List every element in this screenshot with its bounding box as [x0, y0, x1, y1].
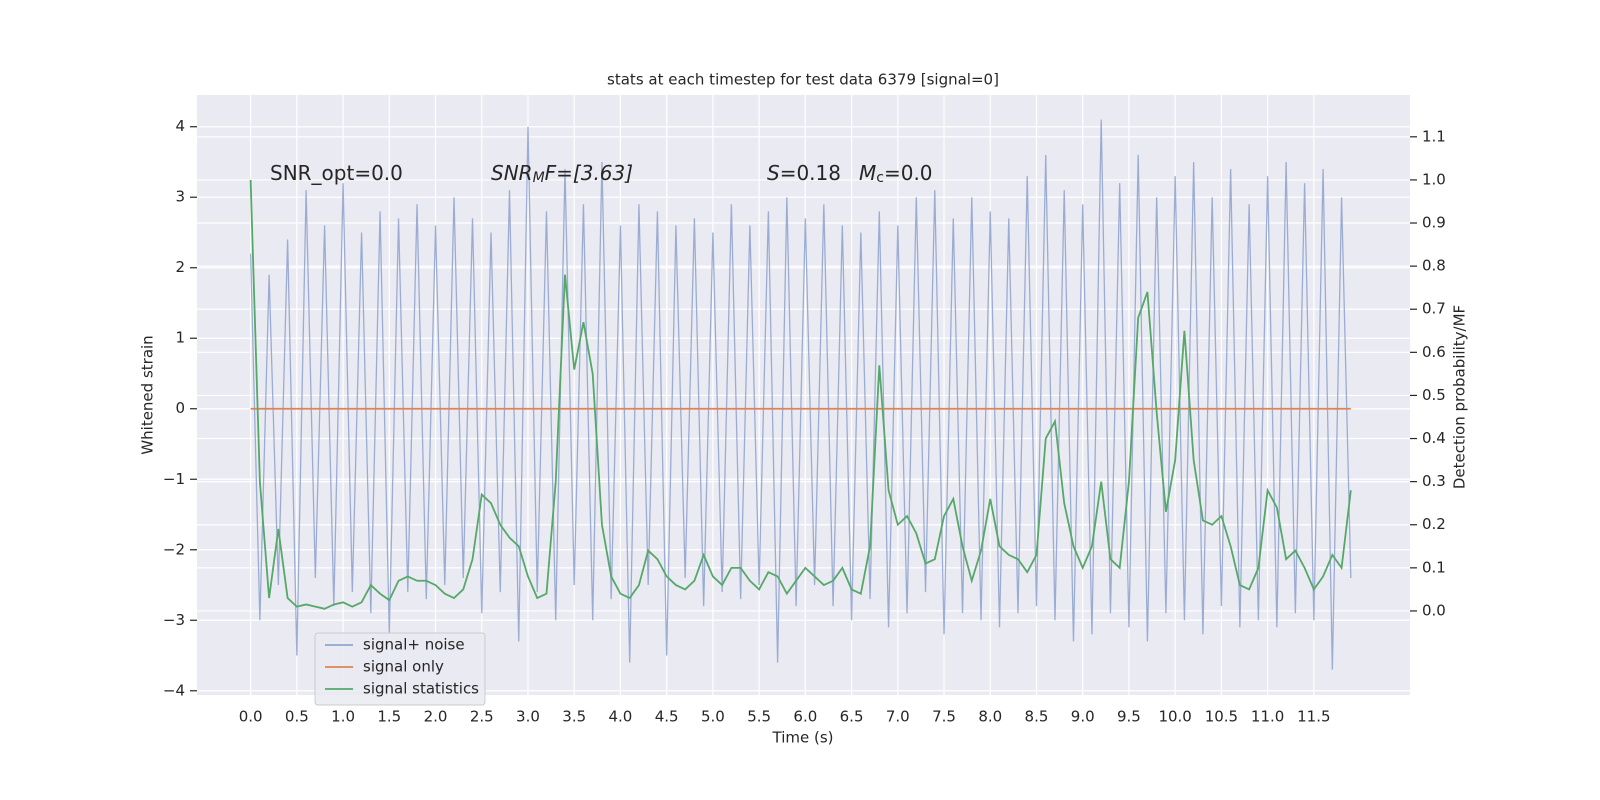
annotation-part: M [859, 161, 876, 185]
x-tick-label: 1.5 [377, 708, 401, 726]
x-tick-label: 10.5 [1205, 708, 1238, 726]
x-tick-label: 10.0 [1158, 708, 1191, 726]
y-tick-label: −1 [163, 470, 185, 488]
x-tick-label: 0.5 [285, 708, 309, 726]
annotation-part: SNR [491, 161, 533, 185]
x-tick-label: 3.5 [562, 708, 586, 726]
x-tick-label: 1.0 [331, 708, 355, 726]
legend: signal+ noise signal only signal statistic… [314, 632, 486, 706]
x-tick-label: 11.0 [1251, 708, 1284, 726]
x-tick-label: 5.0 [701, 708, 725, 726]
y2-tick-label: 0.1 [1422, 558, 1446, 576]
annotation-part: S [767, 161, 780, 185]
y2-tick-label: 1.0 [1422, 170, 1446, 188]
annotation-part: SNR_opt=0.0 [270, 161, 403, 185]
marks [249, 119, 1352, 670]
y2-tick-label: 0.0 [1422, 601, 1446, 619]
x-tick-label: 4.0 [609, 708, 633, 726]
x-tick-label: 7.5 [932, 708, 956, 726]
annotation-part: M [533, 170, 545, 186]
chart-title: stats at each timestep for test data 637… [607, 71, 999, 89]
y2-tick-label: 0.9 [1422, 214, 1446, 232]
y2-tick-label: 0.6 [1422, 343, 1446, 361]
y-tick-label: 4 [175, 117, 185, 135]
x-tick-label: 6.0 [793, 708, 817, 726]
annotation-part: =0.0 [884, 161, 933, 185]
y-tick-label: 1 [175, 329, 185, 347]
x-tick-label: 9.0 [1071, 708, 1095, 726]
x-tick-label: 5.5 [747, 708, 771, 726]
y2-tick-label: 0.4 [1422, 429, 1446, 447]
legend-label: signal+ noise [363, 636, 465, 654]
y2-axis-label: Detection probability/MF [1451, 305, 1469, 489]
x-tick-label: 8.0 [978, 708, 1002, 726]
y-tick-label: −2 [163, 540, 185, 558]
annotation-part: c [876, 170, 884, 186]
y-tick-label: −4 [163, 681, 185, 699]
annotation: SNRMF=[3.63] [491, 161, 633, 187]
annotation: SNR_opt=0.0 [270, 161, 403, 185]
x-tick-label: 11.5 [1297, 708, 1330, 726]
annotation-part: F=[3.63] [545, 161, 633, 185]
y-tick-label: 2 [175, 258, 185, 276]
annotation: S=0.18 Mc=0.0 [767, 161, 933, 187]
annotation-part: =0.18 [780, 161, 841, 185]
y-tick-label: 3 [175, 188, 185, 206]
x-tick-label: 9.5 [1117, 708, 1141, 726]
series-line [249, 119, 1352, 670]
x-tick-label: 2.0 [424, 708, 448, 726]
x-axis-label: Time (s) [772, 729, 834, 747]
y2-tick-label: 1.1 [1422, 127, 1446, 145]
series-line [249, 179, 1352, 610]
y-tick-label: −3 [163, 611, 185, 629]
y2-tick-label: 0.3 [1422, 472, 1446, 490]
y2-tick-label: 0.5 [1422, 386, 1446, 404]
x-tick-label: 0.0 [239, 708, 263, 726]
y-axis-label: Whitened strain [139, 335, 157, 454]
x-tick-label: 2.5 [470, 708, 494, 726]
x-tick-label: 3.0 [516, 708, 540, 726]
x-tick-label: 7.0 [886, 708, 910, 726]
x-tick-label: 4.5 [655, 708, 679, 726]
y-tick-label: 0 [175, 399, 185, 417]
legend-label: signal only [363, 658, 444, 676]
y2-tick-label: 0.2 [1422, 515, 1446, 533]
x-tick-label: 8.5 [1025, 708, 1049, 726]
legend-label: signal statistics [363, 680, 479, 698]
x-tick-label: 6.5 [840, 708, 864, 726]
legend-box [314, 632, 486, 706]
y2-tick-label: 0.8 [1422, 257, 1446, 275]
y2-tick-label: 0.7 [1422, 300, 1446, 318]
